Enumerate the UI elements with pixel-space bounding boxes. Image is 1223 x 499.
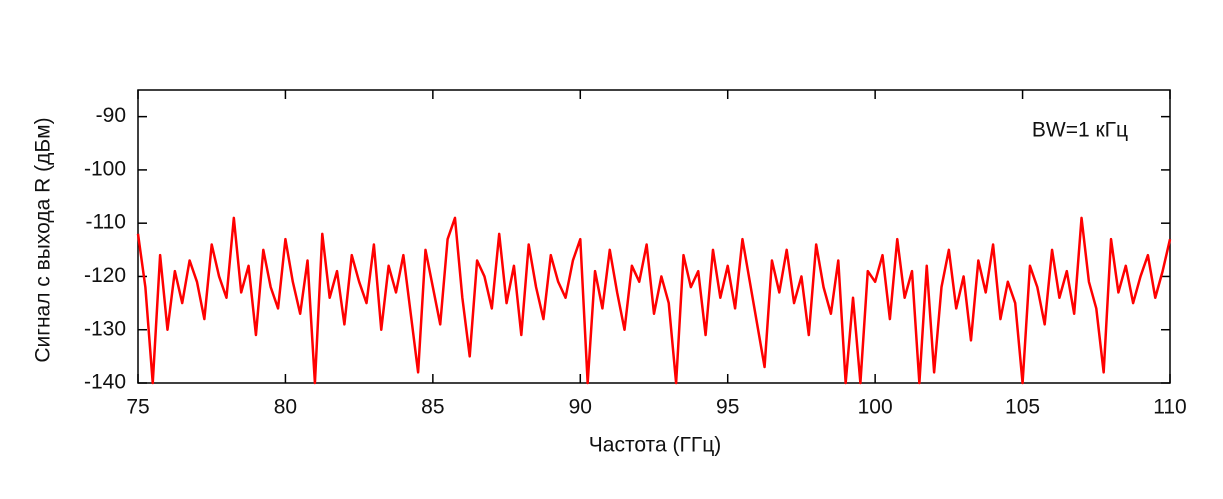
x-axis-label: Частота (ГГц) <box>589 434 721 457</box>
x-tick-label: 100 <box>858 396 893 419</box>
signal-line <box>136 216 1172 385</box>
annotation: BW=1 кГц <box>1032 119 1128 142</box>
x-tick-label: 85 <box>421 396 444 419</box>
y-axis-label: Сигнал с выхода R (дБм) <box>32 117 55 362</box>
y-tick-label: -140 <box>84 371 126 394</box>
x-tick-label: 75 <box>126 396 149 419</box>
x-tick-label: 80 <box>274 396 297 419</box>
x-tick-label: 110 <box>1153 396 1186 419</box>
plot-frame <box>137 89 1171 384</box>
y-tick-label: -130 <box>84 317 126 340</box>
x-tick-label: 90 <box>569 396 592 419</box>
y-tick-label: -100 <box>84 157 126 180</box>
y-tick-label: -120 <box>84 264 126 287</box>
y-tick-label: -110 <box>86 211 126 234</box>
y-tick-label: -90 <box>96 104 126 127</box>
x-tick-label: 105 <box>1005 396 1040 419</box>
x-tick-label: 95 <box>716 396 739 419</box>
